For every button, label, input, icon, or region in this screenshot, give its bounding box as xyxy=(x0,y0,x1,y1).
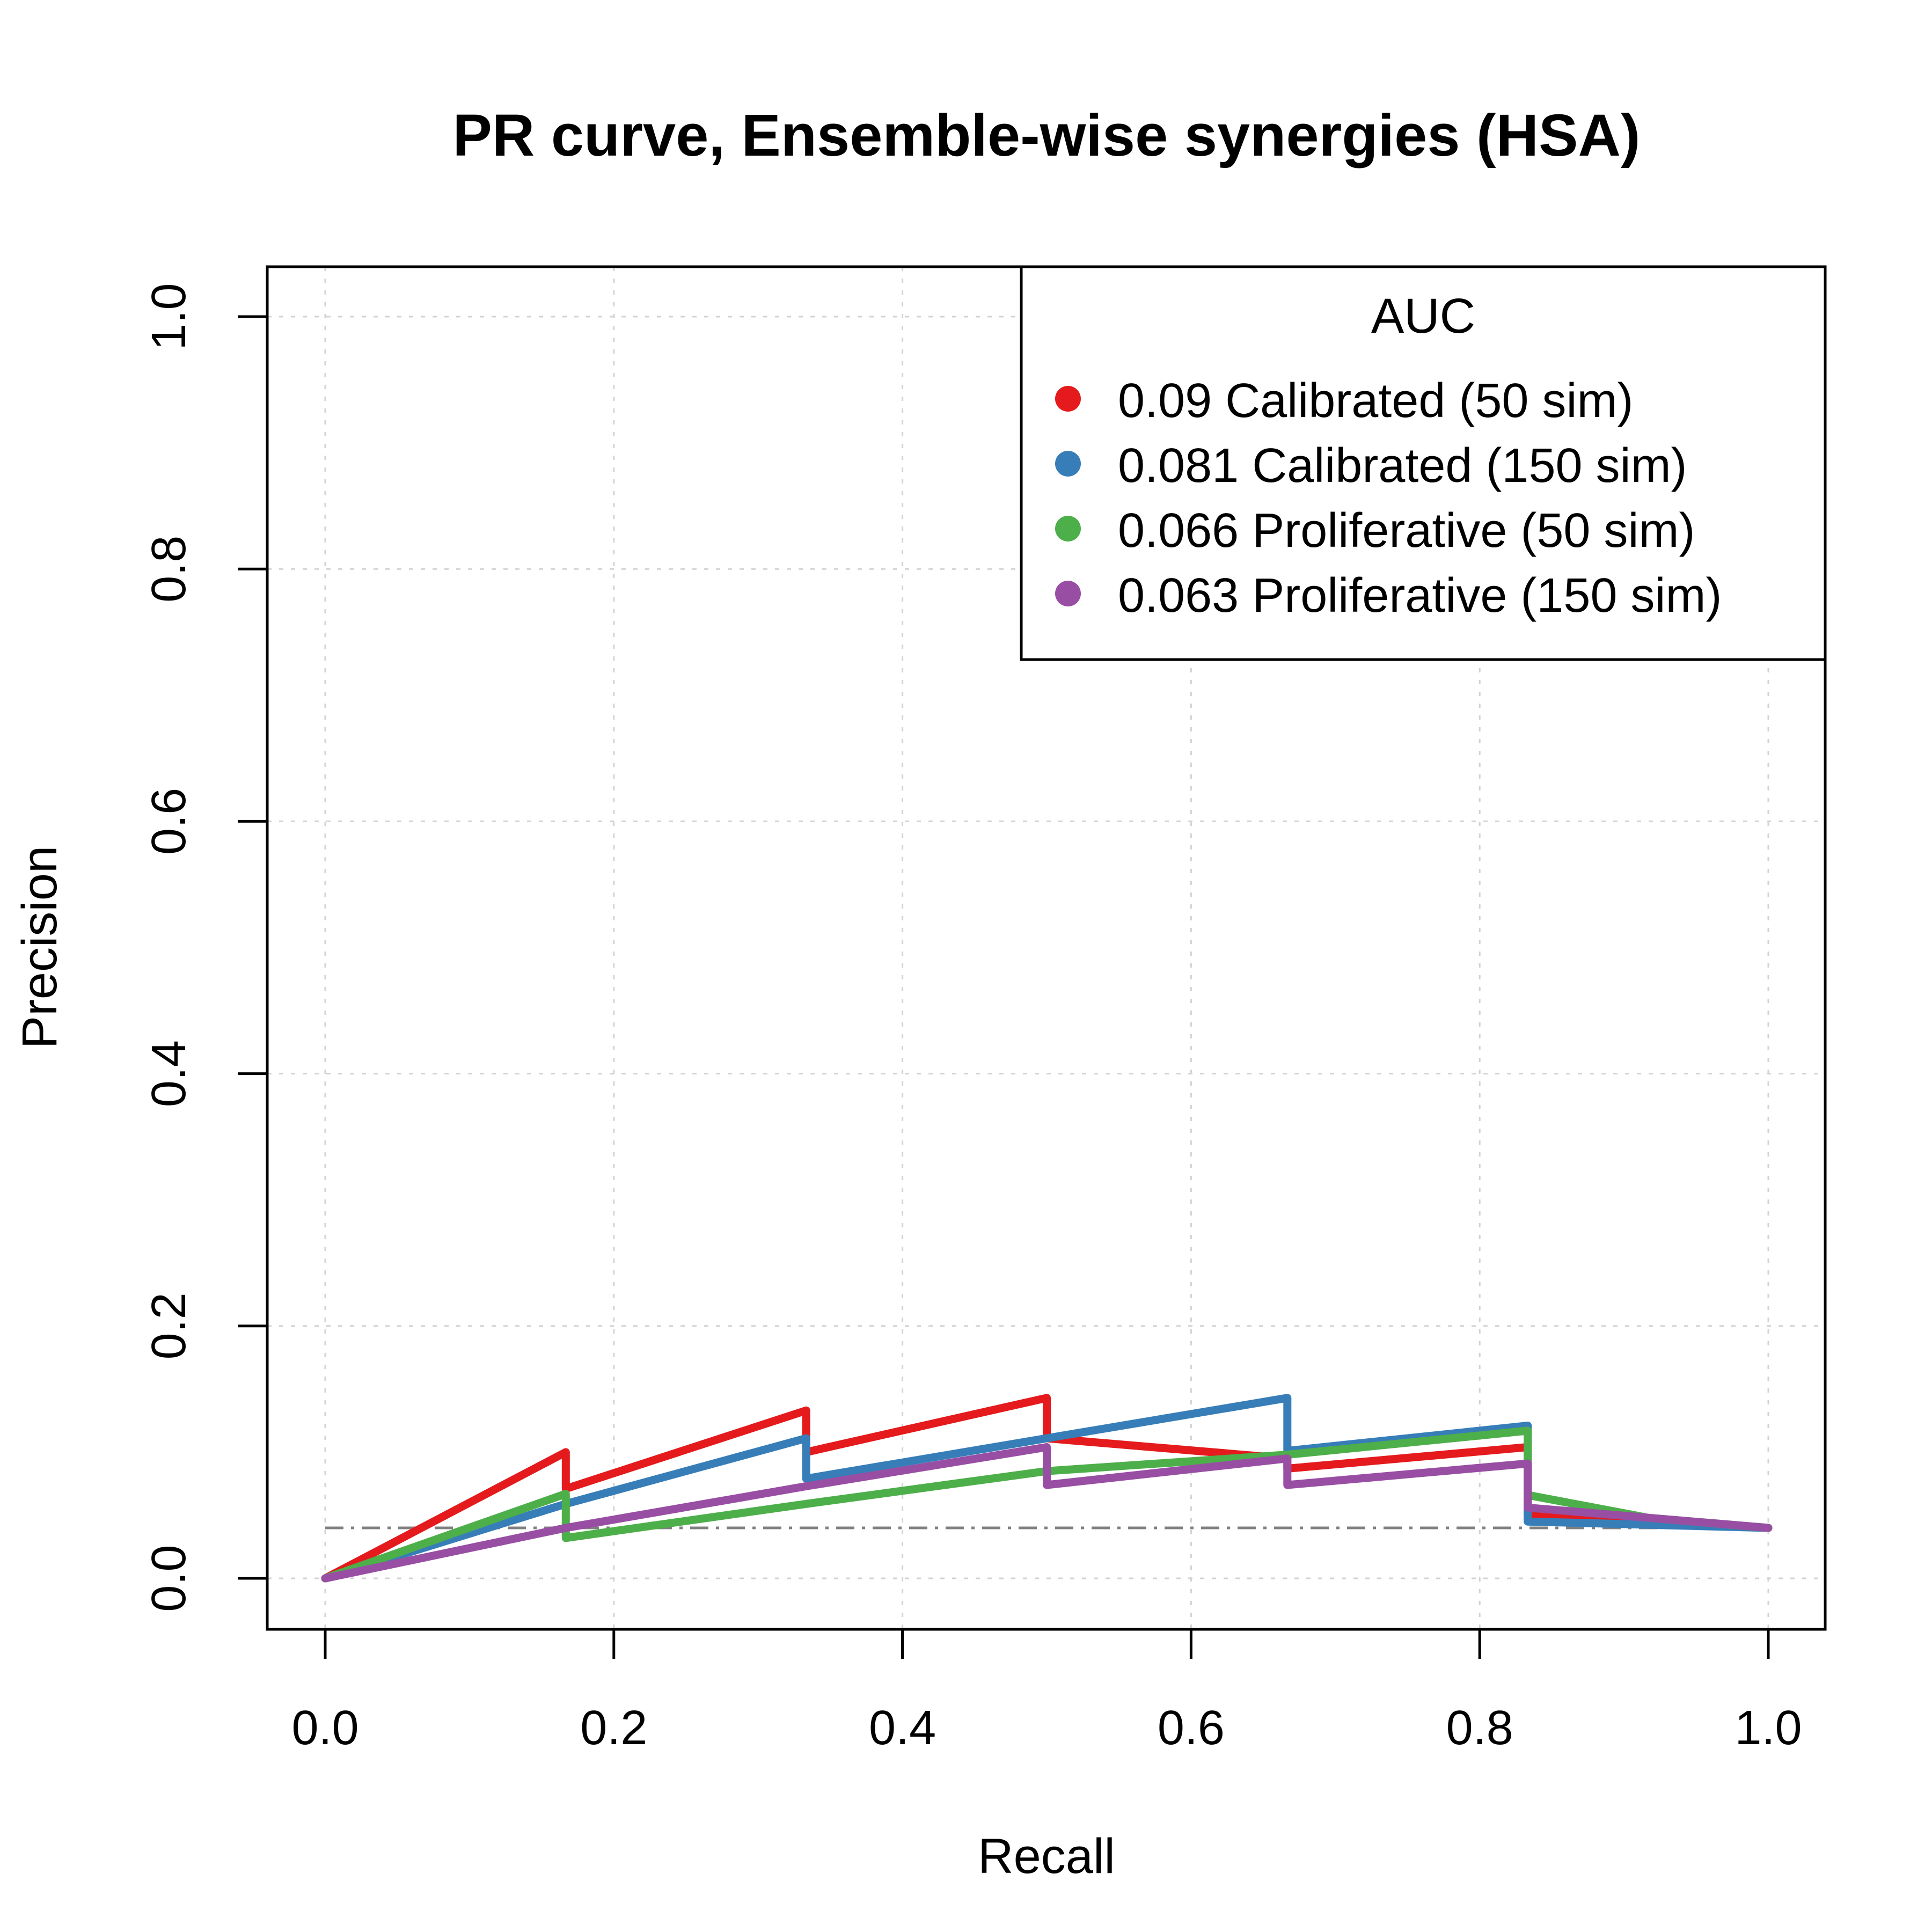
y-tick-label-4: 0.8 xyxy=(142,536,196,603)
legend-label-2: 0.066 Proliferative (50 sim) xyxy=(1118,504,1695,558)
x-axis-label: Recall xyxy=(978,1829,1115,1884)
y-tick-label-1: 0.2 xyxy=(142,1292,196,1359)
y-tick-label-2: 0.4 xyxy=(142,1040,196,1107)
y-tick-label-5: 1.0 xyxy=(142,283,196,350)
x-tick-label-0: 0.0 xyxy=(291,1701,358,1755)
x-tick-label-4: 0.8 xyxy=(1446,1701,1513,1755)
legend-title: AUC xyxy=(1371,289,1475,343)
y-tick-label-0: 0.0 xyxy=(142,1545,196,1612)
x-axis: 0.0 0.2 0.4 0.6 0.8 1.0 xyxy=(291,1628,1802,1755)
x-tick-label-1: 0.2 xyxy=(580,1701,647,1755)
legend-marker-3 xyxy=(1055,581,1081,606)
legend-label-0: 0.09 Calibrated (50 sim) xyxy=(1118,374,1633,428)
legend-marker-2 xyxy=(1055,516,1081,541)
x-tick-label-5: 1.0 xyxy=(1735,1701,1802,1755)
legend-box xyxy=(1020,265,1827,661)
series-line-2 xyxy=(321,1426,1773,1583)
y-axis-label: Precision xyxy=(12,846,67,1049)
legend-label-3: 0.063 Proliferative (150 sim) xyxy=(1118,569,1722,623)
legend-label-1: 0.081 Calibrated (150 sim) xyxy=(1118,439,1687,493)
x-tick-label-3: 0.6 xyxy=(1158,1701,1225,1755)
legend-marker-0 xyxy=(1055,386,1081,412)
legend: AUC 0.09 Calibrated (50 sim) 0.081 Calibr… xyxy=(1020,265,1827,661)
chart-title: PR curve, Ensemble-wise synergies (HSA) xyxy=(452,103,1640,169)
series-line-3 xyxy=(321,1443,1773,1583)
x-tick-label-2: 0.4 xyxy=(869,1701,936,1755)
y-tick-label-3: 0.6 xyxy=(142,788,196,855)
legend-marker-1 xyxy=(1055,451,1081,477)
y-axis: 0.0 0.2 0.4 0.6 0.8 1.0 xyxy=(142,283,269,1612)
series-layer xyxy=(321,1394,1773,1583)
